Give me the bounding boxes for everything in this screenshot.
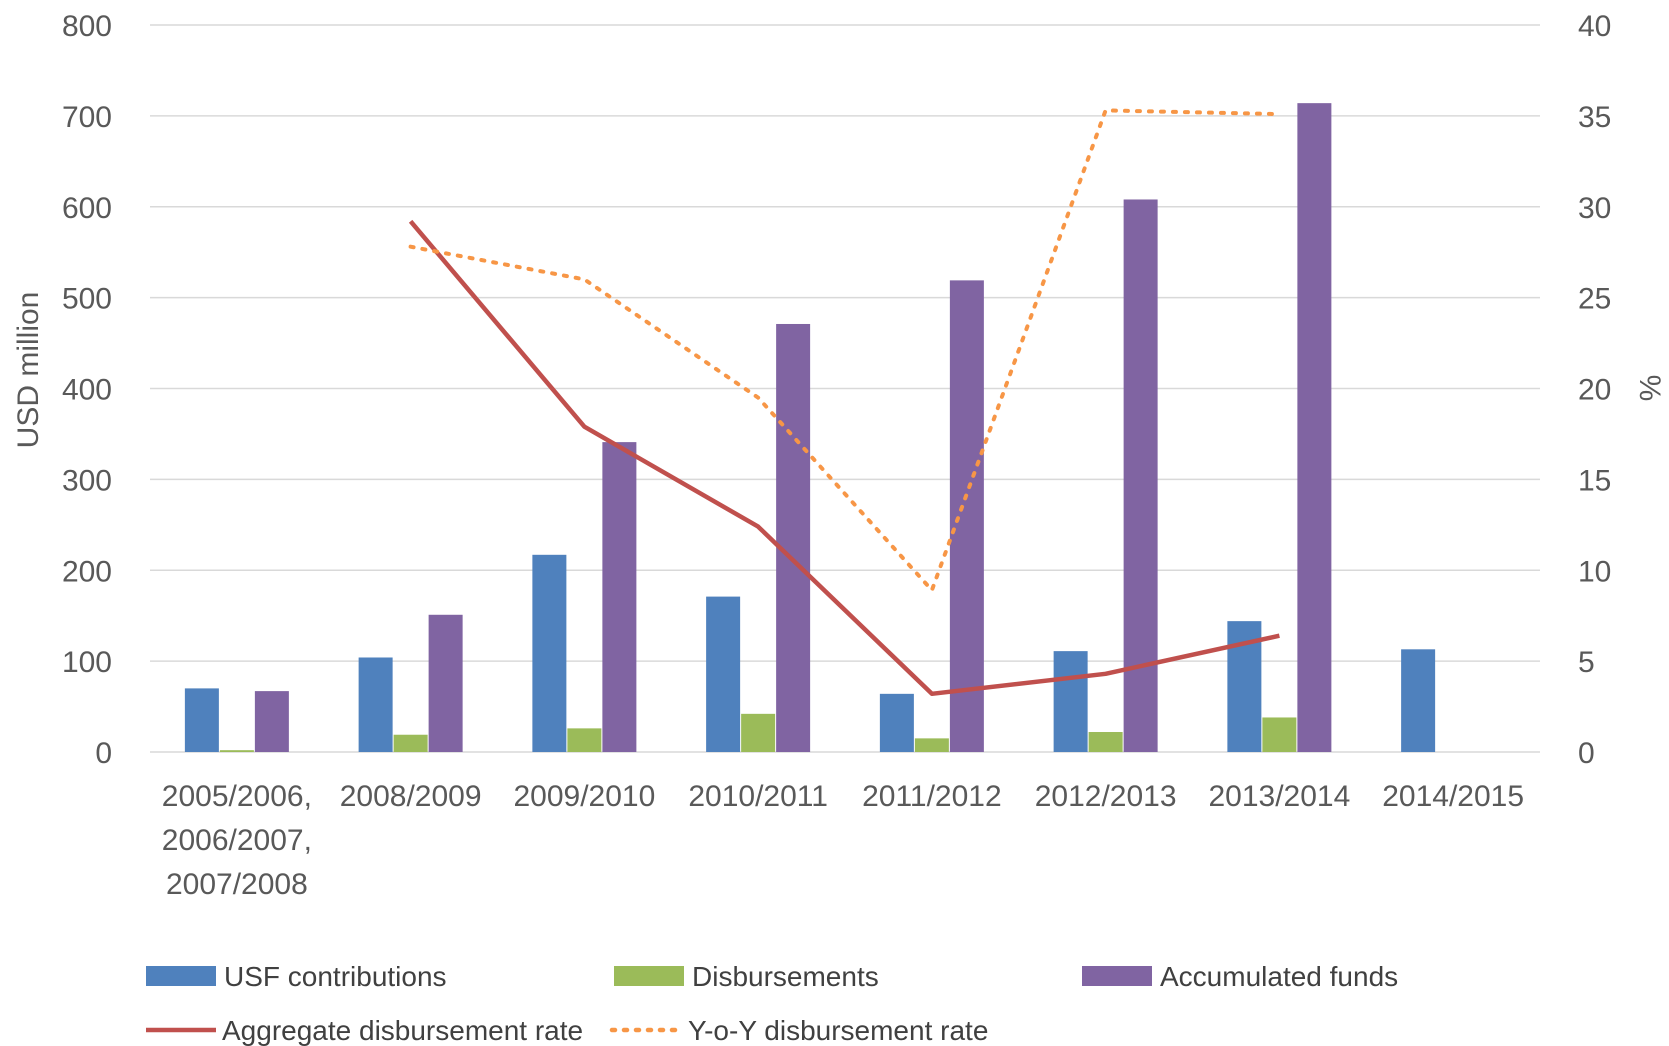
legend-label: Y-o-Y disbursement rate	[688, 1015, 988, 1046]
x-tick-label: 2008/2009	[340, 780, 482, 813]
bar	[393, 734, 428, 752]
bar	[532, 554, 567, 752]
bar	[1123, 199, 1158, 753]
legend-swatch	[614, 966, 684, 986]
y2-tick-label: 30	[1578, 192, 1611, 225]
x-tick-label-line: 2011/2012	[862, 780, 1002, 813]
x-tick-label-line: 2007/2008	[166, 868, 308, 901]
x-tick-label-line: 2006/2007,	[162, 824, 312, 857]
x-tick-label: 2005/2006, 2006/2007, 2007/2008	[162, 780, 312, 901]
x-tick-label: 2013/2014	[1208, 780, 1350, 813]
y2-tick-label: 40	[1578, 10, 1611, 43]
y-tick-label: 100	[62, 646, 112, 679]
x-tick-label-line: 2005/2006,	[162, 780, 312, 813]
y2-tick-label: 20	[1578, 374, 1611, 407]
x-tick-label-line: 2014/2015	[1382, 780, 1524, 813]
bar	[219, 750, 254, 752]
bar	[879, 693, 914, 752]
legend-label: Aggregate disbursement rate	[222, 1015, 583, 1046]
y-tick-label: 200	[62, 555, 112, 588]
legend-label: Disbursements	[692, 961, 879, 992]
x-tick-label: 2012/2013	[1035, 780, 1177, 813]
bar	[184, 688, 219, 752]
legend-label: USF contributions	[224, 961, 447, 992]
bar	[428, 614, 463, 752]
legend-swatch	[1082, 966, 1152, 986]
lines	[408, 108, 1282, 697]
bar	[567, 728, 602, 752]
y2-tick-label: 25	[1578, 283, 1611, 316]
y-tick-label: 400	[62, 374, 112, 407]
x-tick-label-line: 2009/2010	[513, 780, 655, 813]
y2-tick-label: 0	[1578, 737, 1595, 770]
x-tick-label: 2014/2015	[1382, 780, 1524, 813]
y-tick-label: 700	[62, 101, 112, 134]
x-tick-label: 2011/2012	[862, 780, 1002, 813]
legend-label: Accumulated funds	[1160, 961, 1398, 992]
y-axis-title: USD million	[12, 292, 45, 449]
bar	[602, 442, 637, 752]
legend-swatch	[146, 966, 216, 986]
bar	[358, 657, 393, 752]
y-tick-label: 600	[62, 192, 112, 225]
bar	[1262, 717, 1297, 752]
legend: USF contributions Disbursements Accumulate…	[146, 961, 1398, 1046]
y2-tick-label: 10	[1578, 555, 1611, 588]
x-tick-label-line: 2012/2013	[1035, 780, 1177, 813]
bar	[1401, 649, 1436, 752]
series-line	[408, 108, 1282, 593]
bar	[1297, 103, 1332, 753]
x-tick-label: 2009/2010	[513, 780, 655, 813]
bar	[776, 323, 811, 752]
x-tick-label-line: 2013/2014	[1208, 780, 1350, 813]
y2-axis-title: %	[1633, 375, 1666, 402]
y-tick-label: 0	[95, 737, 112, 770]
y2-tick-label: 35	[1578, 101, 1611, 134]
right-axis-ticks: 0 5 10 15 20 25 30 35 40	[1578, 10, 1611, 770]
bar	[949, 280, 984, 752]
x-axis-ticks: 2005/2006, 2006/2007, 2007/2008 2008/2009 20…	[162, 780, 1524, 901]
bar	[706, 596, 741, 752]
x-tick-label: 2010/2011	[688, 780, 828, 813]
left-axis-ticks: 0 100 200 300 400 500 600 700 800	[62, 10, 112, 770]
x-tick-label-line: 2008/2009	[340, 780, 482, 813]
y-tick-label: 500	[62, 283, 112, 316]
x-tick-label-line: 2010/2011	[688, 780, 828, 813]
bars	[184, 103, 1436, 753]
bar	[741, 713, 776, 752]
y2-tick-label: 15	[1578, 464, 1611, 497]
series-line	[408, 219, 1280, 697]
y-tick-label: 300	[62, 464, 112, 497]
y-tick-label: 800	[62, 10, 112, 43]
bar	[1088, 732, 1123, 752]
gridlines	[150, 24, 1540, 753]
bar	[254, 691, 289, 752]
bar	[914, 738, 949, 752]
bar	[1053, 651, 1088, 752]
y2-tick-label: 5	[1578, 646, 1595, 679]
